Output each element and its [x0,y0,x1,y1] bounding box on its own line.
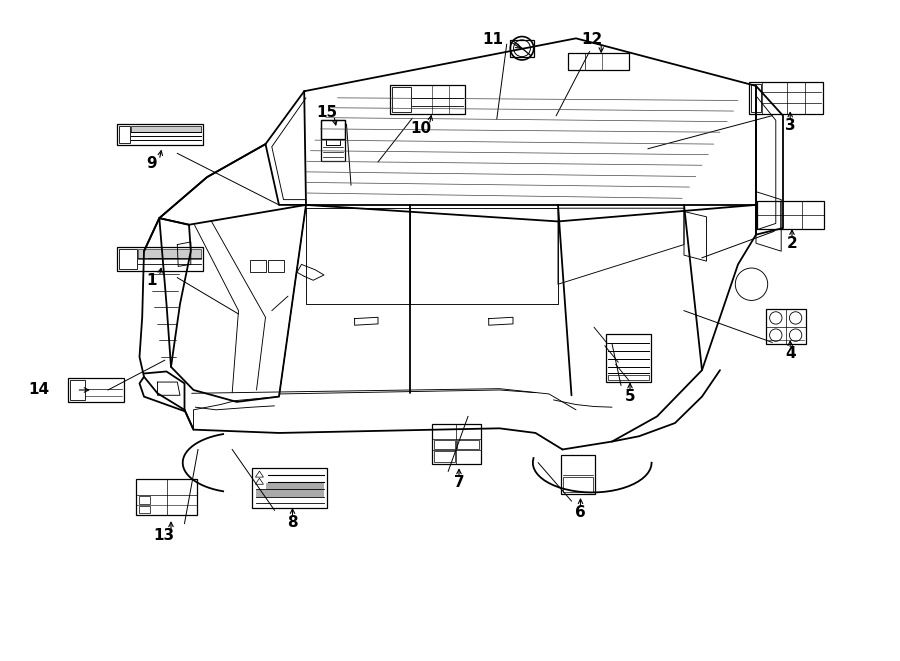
Text: 10: 10 [410,122,432,136]
Bar [250,260,266,272]
Bar [120,126,130,143]
Bar [139,506,150,514]
Bar [139,496,150,504]
Text: 11: 11 [482,32,504,47]
Bar [432,424,481,464]
Text: 13: 13 [153,528,175,543]
Bar [117,124,202,145]
Bar [562,477,593,492]
Text: 3: 3 [785,118,796,133]
Bar [256,490,324,497]
Bar [749,82,823,114]
Bar [131,126,201,132]
Text: 9: 9 [146,157,157,171]
Bar [434,440,455,449]
Bar [757,201,824,229]
Text: 1: 1 [146,274,157,288]
Bar [561,455,595,494]
Bar [751,84,761,112]
Bar [766,309,806,344]
Bar [321,120,345,139]
Bar [136,479,197,515]
Bar [252,468,328,508]
Bar [606,334,651,382]
Bar [326,139,340,145]
Text: 4: 4 [785,346,796,361]
Bar [68,378,124,402]
Text: 14: 14 [28,383,50,397]
Bar [268,260,284,272]
Bar [266,483,324,490]
Bar [138,249,201,258]
Text: 15: 15 [316,105,338,120]
Text: 2: 2 [787,236,797,251]
Text: 12: 12 [581,32,603,47]
Bar [120,249,137,269]
Bar [117,247,202,271]
Bar [608,375,649,380]
Text: 8: 8 [287,515,298,529]
Text: 7: 7 [454,475,464,490]
Bar [390,85,465,114]
Text: 6: 6 [575,505,586,520]
Bar [392,87,411,112]
Bar [568,53,629,70]
Bar [321,120,345,161]
Bar [510,40,534,57]
Bar [434,451,455,462]
Text: 5: 5 [625,389,635,404]
Bar [457,440,479,449]
Bar [70,380,85,400]
